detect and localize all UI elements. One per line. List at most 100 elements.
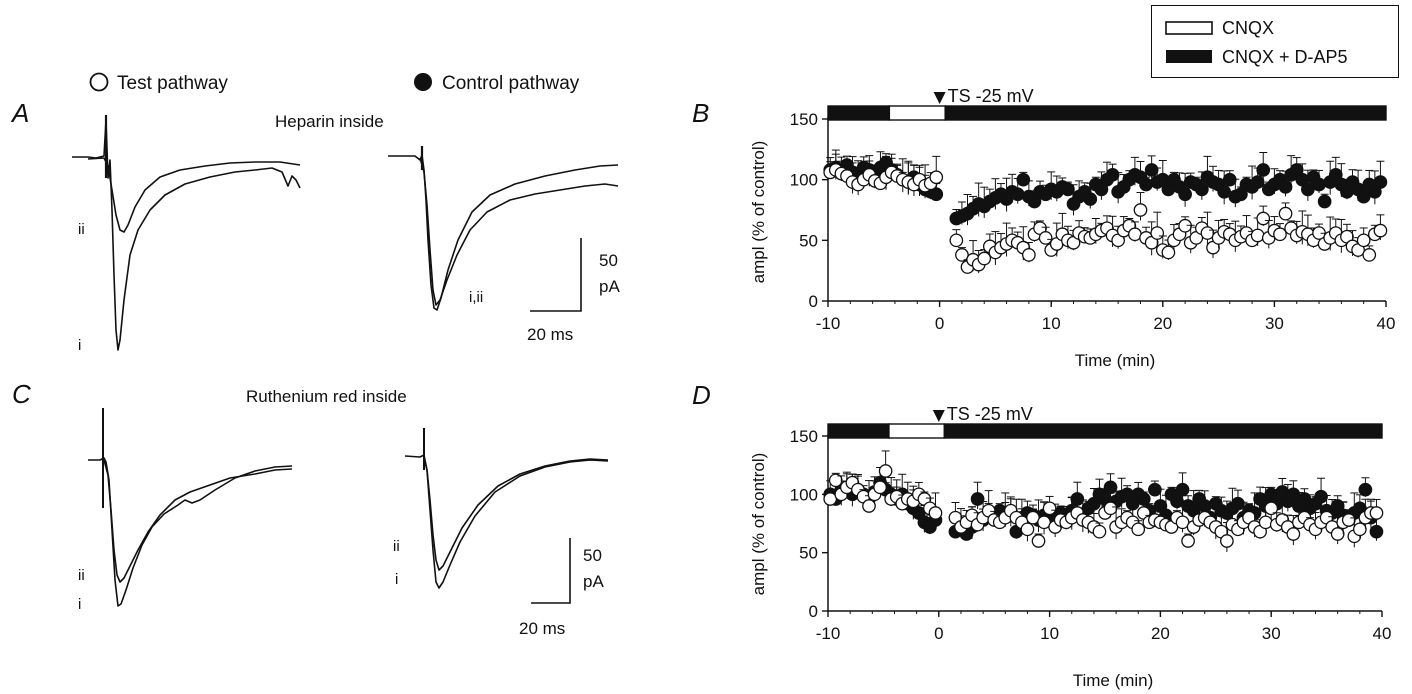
chart-b-control-point — [1250, 175, 1265, 189]
trace-label-a-right: i,ii — [469, 289, 483, 306]
chart-d-test-point — [1352, 522, 1367, 537]
panel-a-condition: Heparin inside — [275, 112, 384, 131]
chart-b-x-tick-label: 10 — [1042, 314, 1061, 333]
scalebar-a-time: 20 ms — [527, 325, 573, 344]
chart-b-test-point — [1022, 248, 1036, 262]
chart-b-x-tick-label: 30 — [1265, 314, 1284, 333]
chart-d-x-tick-label: 30 — [1262, 624, 1281, 643]
chart-b-y-tick-label: 50 — [799, 231, 818, 250]
chart-d-control-point — [1175, 482, 1190, 497]
trace-legend: Test pathway Control pathway — [89, 72, 580, 94]
chart-d-y-tick-label: 150 — [790, 427, 818, 446]
chart-d: 0 50 100 150 -10 0 10 20 30 40 Time (min) ampl (% o… — [749, 404, 1391, 690]
cnqx-dap5-label: CNQX + D-AP5 — [1222, 47, 1348, 67]
chart-d-test-point — [1330, 527, 1345, 541]
control-pathway-label: Control pathway — [442, 73, 580, 94]
chart-d-annotation-text: TS -25 mV — [947, 404, 1033, 424]
chart-d-drug-bar-segment — [943, 423, 1383, 439]
chart-b-test-point — [1250, 228, 1265, 243]
chart-d-test-point — [873, 480, 887, 495]
chart-b-x-tick-label: 0 — [935, 314, 944, 333]
chart-d-drug-bar-segment — [827, 423, 890, 439]
chart-b-test-point — [1150, 226, 1165, 240]
scalebar-a-amp-value: 50 — [599, 251, 618, 270]
test-pathway-label: Test pathway — [117, 73, 228, 94]
trace-c-right-i — [404, 454, 609, 589]
chart-d-x-tick-label: -10 — [816, 624, 841, 643]
chart-d-test-point — [1031, 534, 1046, 548]
chart-b-test-point — [1161, 245, 1176, 260]
chart-d-y-tick-label: 100 — [790, 485, 818, 504]
chart-b-x-tick-label: 20 — [1153, 314, 1172, 333]
chart-b-test-point — [1133, 203, 1148, 217]
chart-b-y-axis-label: ampl (% of control) — [749, 141, 768, 284]
scalebar-c-amp-unit: pA — [583, 572, 604, 591]
chart-b-control-point — [1195, 182, 1209, 197]
panel-letter-a: A — [10, 98, 29, 128]
chart-d-test-point — [1092, 524, 1107, 539]
chart-b-test-point — [929, 170, 944, 185]
chart-b-control-point — [1144, 163, 1159, 177]
trace-label-a-left-i: i — [78, 337, 81, 354]
panel-letter-d: D — [692, 380, 711, 410]
chart-b-y-tick-label: 0 — [809, 292, 818, 311]
chart-b-test-point — [1373, 223, 1388, 238]
chart-b-x-tick-label: -10 — [816, 314, 841, 333]
chart-b-drug-bar-segment — [827, 105, 891, 121]
chart-b-test-point — [949, 233, 964, 248]
scalebar-c-amp-value: 50 — [583, 546, 602, 565]
chart-d-x-tick-label: 40 — [1373, 624, 1392, 643]
chart-d-control-point — [1231, 496, 1245, 511]
panel-letter-c: C — [12, 379, 31, 409]
chart-b-test-point — [1038, 231, 1053, 245]
trace-c-left-ii — [103, 459, 293, 583]
chart-b-annotation-arrow — [933, 92, 946, 104]
chart-b-annotation-text: TS -25 mV — [948, 86, 1034, 106]
control-pathway-marker — [414, 73, 432, 91]
bar-legend-box — [1151, 5, 1399, 78]
trace-c-left-i — [88, 457, 293, 607]
chart-d-test-point — [1220, 534, 1234, 548]
scalebar-a: 50 pA 20 ms — [527, 238, 620, 344]
scalebar-a-lines — [530, 238, 582, 312]
trace-c-right-ii — [423, 457, 609, 571]
panel-c-condition: Ruthenium red inside — [246, 387, 407, 406]
chart-b-test-point — [1278, 206, 1293, 221]
chart-d-test-point — [1264, 501, 1279, 516]
chart-d-control-point — [1358, 482, 1373, 497]
chart-b-control-point — [1061, 182, 1075, 197]
chart-d-x-tick-label: 0 — [934, 624, 943, 643]
chart-d-x-tick-label: 10 — [1040, 624, 1059, 643]
scalebar-a-amp-unit: pA — [599, 277, 620, 296]
chart-d-control-point — [970, 492, 985, 506]
trace-label-a-left-ii: ii — [78, 221, 85, 238]
test-pathway-marker — [89, 72, 109, 92]
panel-letter-b: B — [692, 98, 709, 128]
chart-b-control-point — [1139, 177, 1153, 192]
chart-d-control-point — [1314, 489, 1328, 504]
chart-b-y-tick-label: 100 — [790, 171, 818, 190]
chart-b: 0 50 100 150 -10 0 10 20 30 40 Time (min) ampl (% o… — [749, 86, 1395, 370]
scalebar-c-time: 20 ms — [519, 619, 565, 638]
chart-d-drug-bar-segment — [888, 423, 946, 439]
chart-b-control-point — [1083, 192, 1098, 206]
chart-d-control-point — [1103, 480, 1118, 495]
chart-b-test-point — [977, 251, 992, 266]
chart-d-test-point — [878, 464, 893, 478]
chart-d-x-axis-label: Time (min) — [1073, 671, 1154, 690]
chart-d-annotation-arrow — [932, 410, 945, 422]
chart-b-control-point — [1373, 175, 1388, 189]
chart-d-test-point — [1042, 501, 1057, 516]
cnqx-dap5-swatch — [1166, 50, 1212, 63]
chart-b-control-point — [1217, 184, 1232, 199]
chart-b-test-point — [1356, 233, 1371, 248]
trace-label-c-right-i: i — [395, 571, 398, 588]
chart-b-control-point — [1178, 187, 1192, 202]
panel-a-traces — [72, 115, 619, 351]
chart-b-control-point — [1256, 163, 1271, 177]
trace-a-left-ii — [87, 157, 301, 233]
chart-b-test-point — [1128, 227, 1142, 242]
chart-b-control-point — [1105, 167, 1120, 182]
chart-d-test-point — [928, 506, 943, 520]
